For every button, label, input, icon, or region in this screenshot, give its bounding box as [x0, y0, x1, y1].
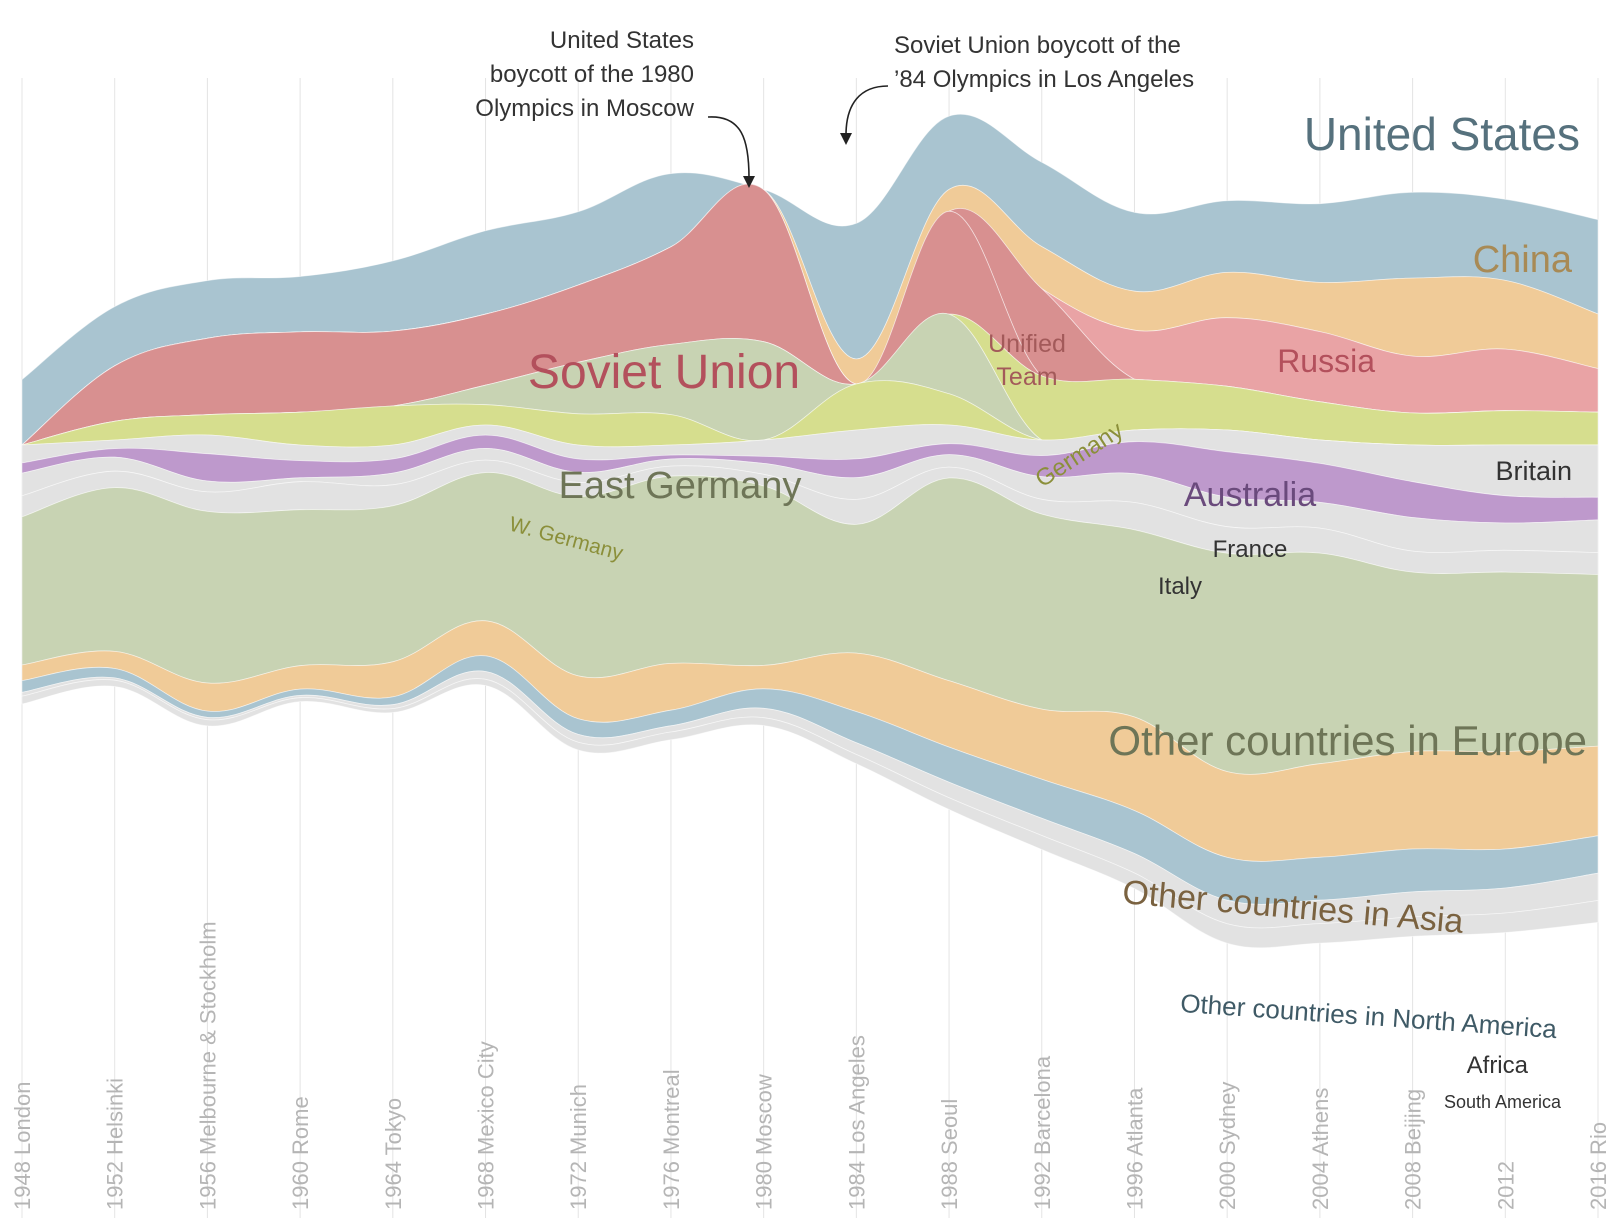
annotation-arrowhead-1980 [743, 176, 755, 188]
label-team: Team [996, 363, 1057, 391]
annotation-arrow-1980 [707, 116, 750, 179]
x-tick-1956-melbourne-stockholm: 1956 Melbourne & Stockholm [195, 921, 220, 1210]
x-tick-1960-rome: 1960 Rome [288, 1096, 313, 1210]
label-africa: Africa [1467, 1052, 1529, 1079]
annotation-arrow-1984 [845, 85, 889, 136]
x-tick-1972-munich: 1972 Munich [566, 1084, 591, 1210]
x-tick-1976-montreal: 1976 Montreal [659, 1069, 684, 1210]
annotation-us-boycott-line: Olympics in Moscow [475, 95, 694, 122]
stream-layers [21, 113, 1599, 949]
x-tick-2008-beijing: 2008 Beijing [1401, 1089, 1426, 1210]
x-tick-1948-london: 1948 London [10, 1082, 35, 1210]
x-tick-1964-tokyo: 1964 Tokyo [381, 1098, 406, 1210]
label-other-countries-in-europe: Other countries in Europe [1108, 717, 1587, 764]
label-china: China [1473, 239, 1573, 281]
x-tick-1992-barcelona: 1992 Barcelona [1030, 1055, 1055, 1210]
x-axis-ticks: 1948 London 1952 Helsinki 1956 Melbourne &… [10, 921, 1611, 1210]
stream-south-america [21, 678, 1599, 949]
annotations: United States boycott of the 1980 Olympics… [475, 27, 1194, 188]
label-other-countries-in-north-america: Other countries in North America [1179, 988, 1558, 1044]
x-tick-1980-moscow: 1980 Moscow [752, 1074, 777, 1210]
label-south-america: South America [1444, 1092, 1562, 1112]
annotation-us-boycott-line: United States [550, 27, 694, 54]
label-unified: Unified [988, 330, 1066, 358]
annotation-soviet-boycott-line: ’84 Olympics in Los Angeles [894, 66, 1194, 93]
x-tick-2000-sydney: 2000 Sydney [1215, 1082, 1240, 1210]
x-tick-2016-rio: 2016 Rio [1586, 1122, 1611, 1210]
annotation-soviet-boycott-line: Soviet Union boycott of the [894, 32, 1181, 59]
x-tick-1988-seoul: 1988 Seoul [937, 1099, 962, 1210]
label-italy: Italy [1158, 573, 1202, 600]
x-tick-2012: 2012 [1493, 1161, 1518, 1210]
x-tick-2004-athens: 2004 Athens [1308, 1088, 1333, 1210]
label-east-germany: East Germany [559, 465, 802, 507]
annotation-us-boycott-line: boycott of the 1980 [490, 61, 694, 88]
label-united-states: United States [1304, 108, 1580, 160]
x-tick-1952-helsinki: 1952 Helsinki [103, 1078, 128, 1210]
label-australia: Australia [1184, 476, 1316, 514]
label-soviet-union: Soviet Union [528, 346, 800, 399]
label-britain: Britain [1495, 456, 1572, 486]
x-tick-1996-atlanta: 1996 Atlanta [1122, 1087, 1147, 1210]
annotation-arrowhead-1984 [840, 133, 852, 145]
x-tick-1968-mexico-city: 1968 Mexico City [474, 1041, 499, 1210]
label-russia: Russia [1277, 343, 1375, 379]
x-tick-1984-los-angeles: 1984 Los Angeles [844, 1035, 869, 1210]
label-france: France [1213, 536, 1288, 563]
series-labels: United States China Russia Unified Team Sovie… [507, 108, 1587, 1112]
